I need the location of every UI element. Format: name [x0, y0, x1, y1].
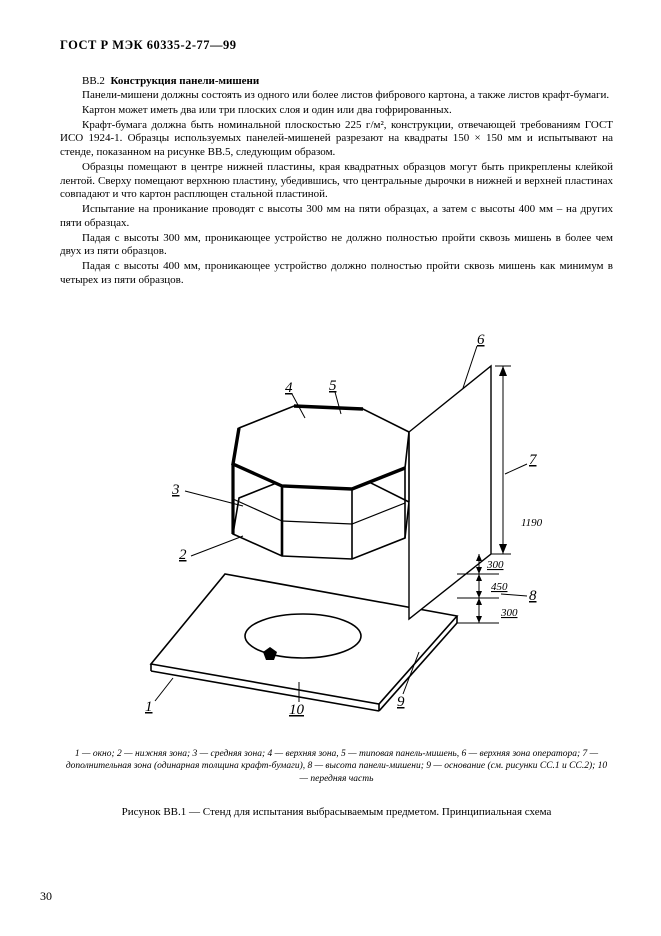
paragraph: Панели-мишени должны состоять из одного … — [60, 89, 613, 103]
figure-legend: 1 — окно; 2 — нижняя зона; 3 — средняя з… — [60, 748, 613, 786]
page-number: 30 — [40, 889, 52, 904]
svg-text:450: 450 — [491, 581, 508, 593]
svg-text:9: 9 — [397, 694, 405, 710]
paragraph: Картон может иметь два или три плоских с… — [60, 104, 613, 118]
svg-text:10: 10 — [289, 702, 305, 718]
figure: 1190 300 450 300 — [60, 306, 613, 726]
svg-text:6: 6 — [477, 332, 485, 348]
svg-text:5: 5 — [329, 378, 337, 394]
paragraph: Падая с высоты 300 мм, проникающее устро… — [60, 232, 613, 260]
svg-text:7: 7 — [529, 452, 538, 468]
page: ГОСТ Р МЭК 60335-2-77—99 ВВ.2 Конструкци… — [0, 0, 661, 936]
figure-caption: Рисунок ВВ.1 — Стенд для испытания выбра… — [60, 806, 613, 818]
svg-text:3: 3 — [171, 482, 180, 498]
svg-text:4: 4 — [285, 380, 293, 396]
paragraph: Образцы помещают в центре нижней пластин… — [60, 161, 613, 202]
paragraph: Испытание на проникание проводят с высот… — [60, 203, 613, 231]
paragraph: Крафт-бумага должна быть номинальной пло… — [60, 119, 613, 160]
svg-text:8: 8 — [529, 588, 537, 604]
doc-header: ГОСТ Р МЭК 60335-2-77—99 — [60, 38, 613, 53]
paragraph: Падая с высоты 400 мм, проникающее устро… — [60, 260, 613, 288]
svg-text:1: 1 — [145, 699, 153, 715]
diagram-svg: 1190 300 450 300 — [107, 306, 567, 721]
svg-text:1190: 1190 — [521, 517, 543, 529]
svg-text:300: 300 — [500, 607, 518, 619]
section-num: ВВ.2 — [82, 75, 105, 87]
section-title-text: Конструкция панели-мишени — [110, 75, 259, 87]
octagon-prism — [233, 406, 409, 559]
svg-text:300: 300 — [486, 559, 504, 571]
section-title: ВВ.2 Конструкция панели-мишени — [60, 75, 613, 87]
svg-text:2: 2 — [179, 547, 187, 563]
